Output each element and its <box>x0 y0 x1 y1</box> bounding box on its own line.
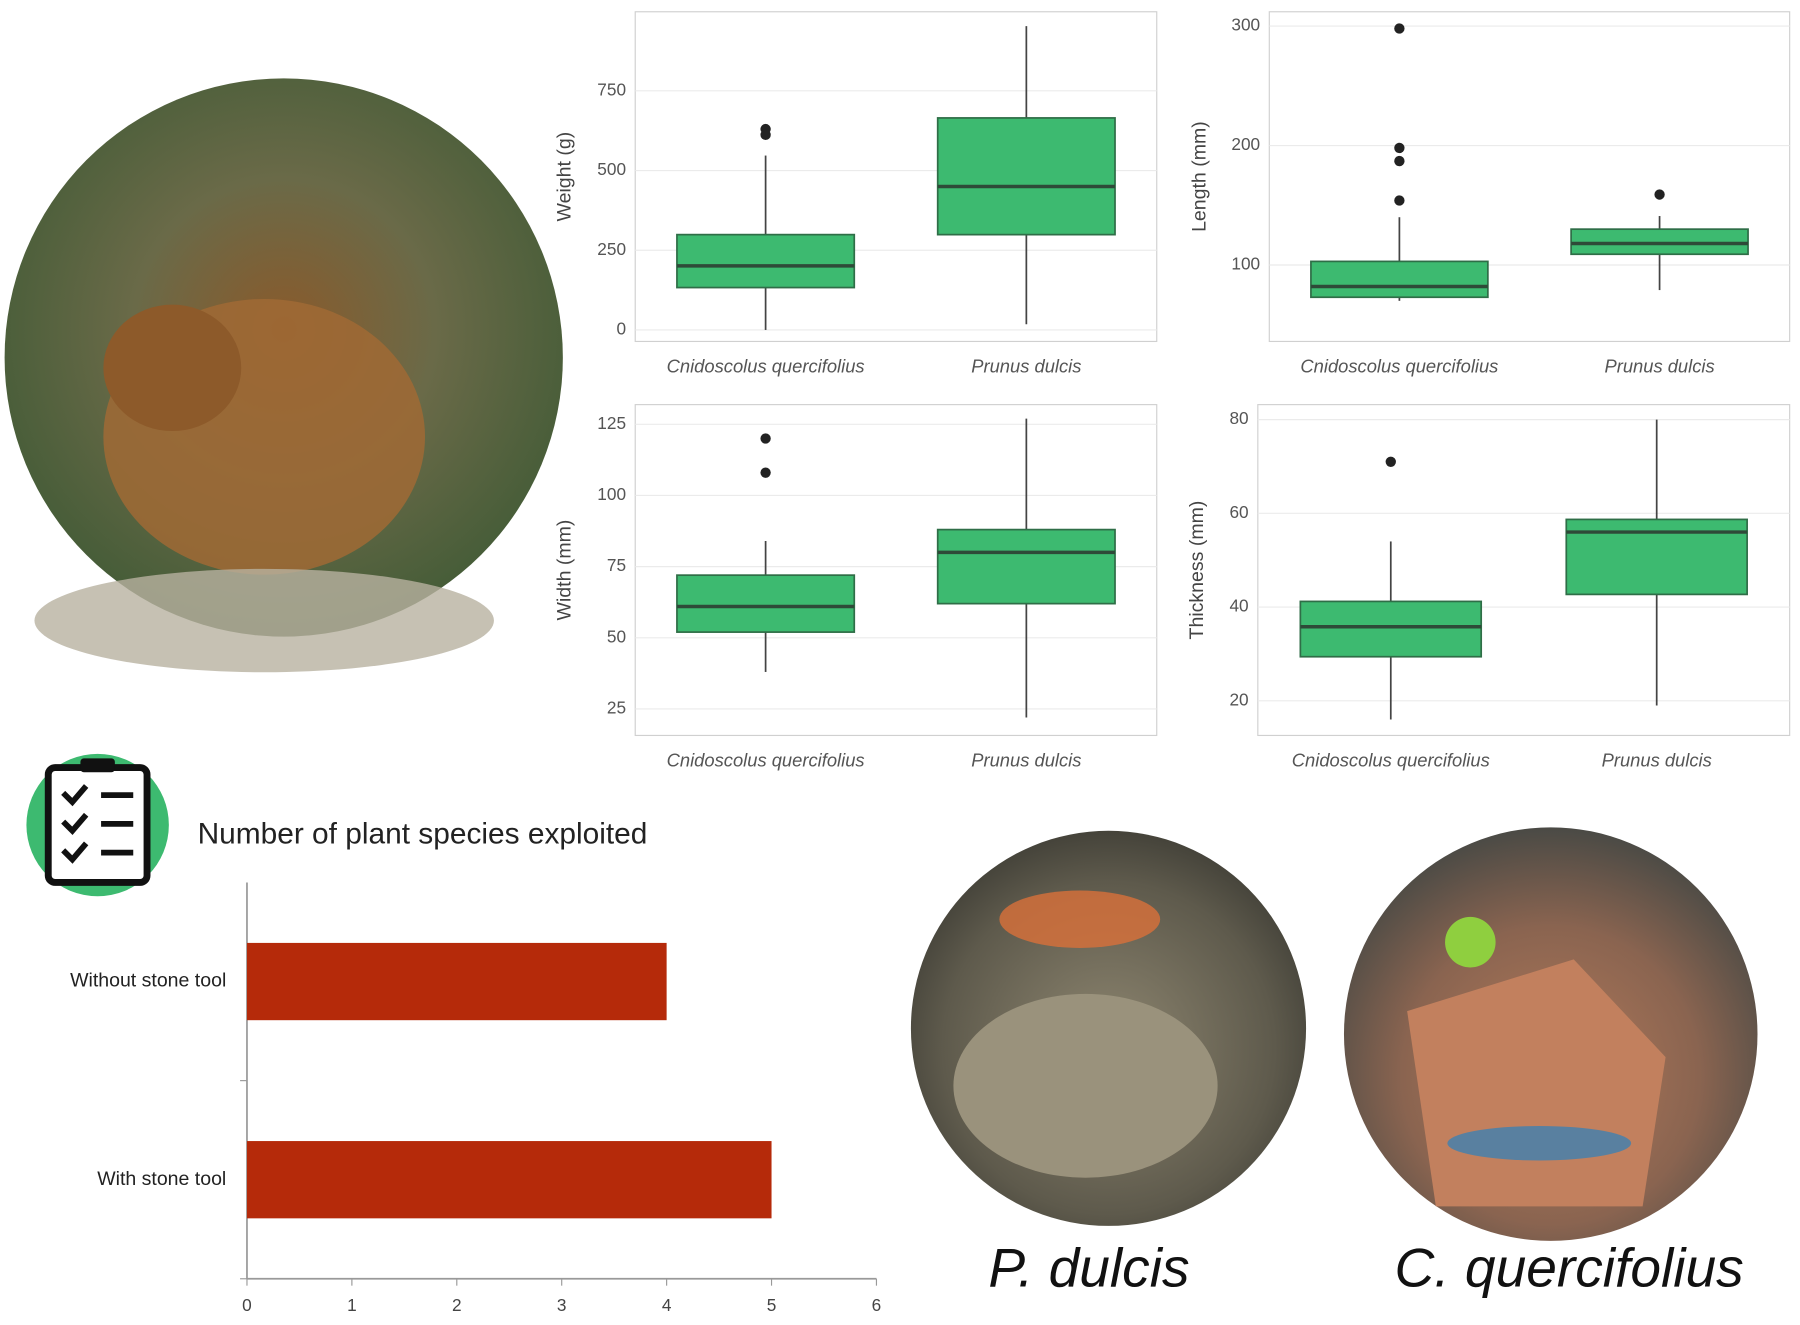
box <box>1570 228 1749 256</box>
y-tick-label: Without stone tool <box>70 970 226 992</box>
y-axis-label: Weight (g) <box>553 132 575 222</box>
x-tick-label: Prunus dulcis <box>1602 750 1712 771</box>
x-tick-label: Cnidoscolus quercifolius <box>667 356 865 377</box>
x-tick-label: Prunus dulcis <box>1604 356 1714 377</box>
box <box>676 233 856 289</box>
checklist-icon <box>26 753 169 897</box>
y-axis-label: Width (mm) <box>553 520 575 621</box>
bar <box>246 942 667 1021</box>
y-tick-label: 750 <box>597 79 626 99</box>
y-tick-label: 75 <box>607 555 626 575</box>
bar <box>246 1141 772 1219</box>
stone-photo-dulcis <box>910 830 1307 1226</box>
x-tick-label: Prunus dulcis <box>971 750 1081 771</box>
monkey-photo <box>4 78 563 673</box>
y-axis-label: Length (mm) <box>1189 121 1211 232</box>
box <box>1310 260 1489 299</box>
x-tick-label: Cnidoscolus quercifolius <box>667 750 865 771</box>
y-tick-label: 250 <box>597 239 626 259</box>
y-tick-label: 80 <box>1229 408 1248 428</box>
outlier <box>1385 456 1396 467</box>
x-tick-label: 5 <box>767 1295 777 1315</box>
box <box>676 574 856 633</box>
y-tick-label: 300 <box>1231 15 1260 35</box>
outlier <box>1394 142 1405 154</box>
y-tick-label: 100 <box>597 484 626 504</box>
y-tick-label: 40 <box>1229 596 1248 616</box>
outlier <box>760 467 771 478</box>
x-tick-label: 6 <box>872 1295 882 1315</box>
y-tick-label: 200 <box>1231 134 1260 154</box>
y-tick-label: 60 <box>1229 502 1248 522</box>
y-tick-label: 25 <box>607 698 626 718</box>
chart-title: Number of plant species exploited <box>198 817 648 850</box>
stone-photo-quercifolius <box>1343 827 1758 1241</box>
box <box>936 117 1116 236</box>
x-tick-label: 4 <box>662 1295 672 1315</box>
x-tick-label: 1 <box>347 1295 357 1315</box>
x-tick-label: Cnidoscolus quercifolius <box>1292 750 1490 771</box>
x-tick-label: Prunus dulcis <box>971 356 1081 377</box>
outlier <box>1394 23 1405 34</box>
y-axis-label: Thickness (mm) <box>1186 501 1208 640</box>
x-tick-label: 2 <box>452 1295 462 1315</box>
outlier <box>760 433 771 444</box>
box <box>1299 600 1483 658</box>
outlier <box>1394 155 1405 167</box>
x-tick-label: 0 <box>242 1295 252 1315</box>
outlier <box>760 123 771 135</box>
y-tick-label: 50 <box>607 626 626 646</box>
y-tick-label: 500 <box>597 159 626 179</box>
y-tick-label: With stone tool <box>97 1168 226 1190</box>
y-tick-label: 100 <box>1231 254 1260 274</box>
y-tick-label: 20 <box>1229 689 1248 709</box>
y-tick-label: 125 <box>597 413 626 433</box>
outlier <box>1654 189 1665 200</box>
x-tick-label: 3 <box>557 1295 567 1315</box>
y-tick-label: 0 <box>616 319 626 339</box>
caption: C. quercifolius <box>1394 1236 1743 1298</box>
outlier <box>1394 195 1405 206</box>
caption: P. dulcis <box>988 1236 1189 1298</box>
x-tick-label: Cnidoscolus quercifolius <box>1300 356 1498 377</box>
box <box>936 528 1116 605</box>
